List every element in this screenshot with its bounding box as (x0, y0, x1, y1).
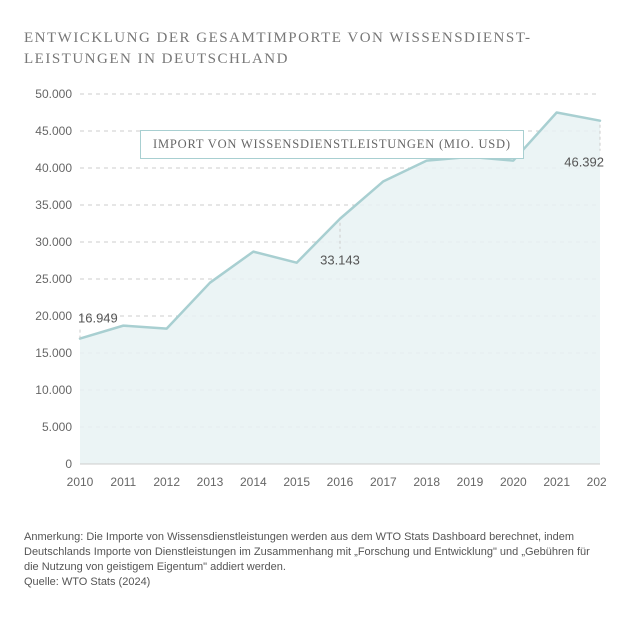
svg-text:50.000: 50.000 (35, 88, 72, 101)
svg-text:2022: 2022 (587, 475, 606, 489)
svg-text:45.000: 45.000 (35, 124, 72, 138)
title-line-1: ENTWICKLUNG DER GESAMTIMPORTE VON WISSEN… (24, 30, 532, 46)
svg-text:15.000: 15.000 (35, 346, 72, 360)
legend-label: IMPORT VON WISSENSDIENSTLEISTUNGEN (MIO.… (153, 137, 511, 151)
svg-text:2014: 2014 (240, 475, 267, 489)
svg-text:5.000: 5.000 (42, 420, 72, 434)
svg-text:25.000: 25.000 (35, 272, 72, 286)
svg-text:2020: 2020 (500, 475, 527, 489)
svg-text:2018: 2018 (413, 475, 440, 489)
chart-footnote: Anmerkung: Die Importe von Wissensdienst… (24, 530, 606, 589)
chart-title: ENTWICKLUNG DER GESAMTIMPORTE VON WISSEN… (24, 28, 606, 70)
svg-text:2011: 2011 (110, 475, 136, 489)
svg-text:30.000: 30.000 (35, 235, 72, 249)
svg-text:2010: 2010 (67, 475, 94, 489)
svg-text:33.143: 33.143 (320, 253, 360, 268)
svg-text:2012: 2012 (153, 475, 180, 489)
svg-text:10.000: 10.000 (35, 383, 72, 397)
chart-legend: IMPORT VON WISSENSDIENSTLEISTUNGEN (MIO.… (140, 130, 524, 159)
svg-text:2016: 2016 (327, 475, 354, 489)
svg-text:46.392: 46.392 (564, 155, 604, 170)
svg-text:2019: 2019 (457, 475, 484, 489)
svg-text:2017: 2017 (370, 475, 397, 489)
svg-text:20.000: 20.000 (35, 309, 72, 323)
svg-text:2013: 2013 (197, 475, 224, 489)
svg-text:40.000: 40.000 (35, 161, 72, 175)
svg-text:16.949: 16.949 (78, 311, 118, 326)
svg-text:0: 0 (65, 457, 72, 471)
svg-text:35.000: 35.000 (35, 198, 72, 212)
svg-text:2021: 2021 (543, 475, 570, 489)
title-line-2: LEISTUNGEN IN DEUTSCHLAND (24, 51, 289, 67)
chart-container: 0 5.000 10.000 15.000 20.000 25.000 30.000 35.0… (24, 88, 606, 518)
svg-text:2015: 2015 (283, 475, 310, 489)
